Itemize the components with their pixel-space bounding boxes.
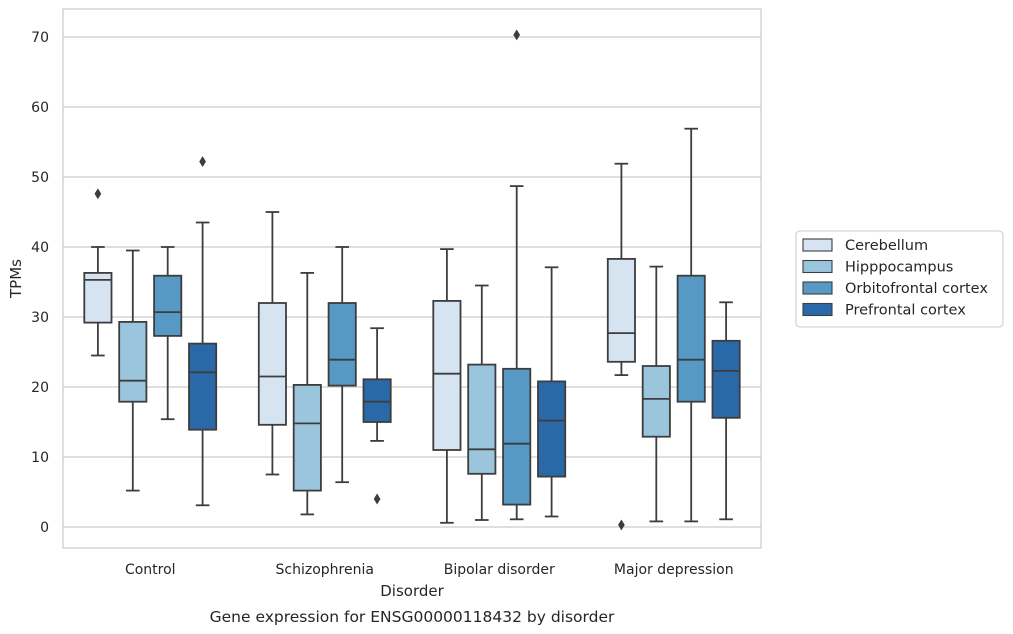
legend-label: Cerebellum: [845, 238, 928, 254]
box-iqr: [641, 365, 671, 438]
box-control-prefrontal-cortex: [188, 156, 218, 507]
box-control-cerebellum: [83, 188, 113, 357]
legend-swatch: [802, 259, 833, 274]
box-major-depression-hipppocampus: [641, 265, 671, 523]
x-axis-ticks: Control Schizophrenia Bipolar disorder Majo…: [125, 562, 734, 578]
box-major-depression-orbitofrontal-cortex: [676, 127, 706, 523]
x-axis-label: Disorder: [380, 582, 444, 600]
legend: Cerebellum Hipppocampus Orbitofrontal cort…: [795, 230, 1004, 328]
box-iqr: [292, 383, 322, 492]
chart-caption: Gene expression for ENSG00000118432 by d…: [210, 608, 615, 626]
legend-frame: [795, 230, 1004, 328]
legend-swatch: [802, 302, 833, 317]
y-tick-label: 10: [31, 450, 49, 466]
legend-swatch: [802, 281, 833, 295]
y-tick-label: 0: [40, 520, 49, 536]
box-schizophrenia-orbitofrontal-cortex: [327, 246, 357, 484]
legend-swatch: [802, 238, 833, 252]
box-bipolar-disorder-orbitofrontal-cortex: [502, 29, 532, 521]
outlier-point: [94, 188, 102, 200]
box-bipolar-disorder-cerebellum: [432, 248, 462, 524]
outlier-point: [373, 493, 381, 505]
box-schizophrenia-prefrontal-cortex: [362, 327, 392, 505]
box-bipolar-disorder-prefrontal-cortex: [537, 266, 567, 518]
x-tick-label: Major depression: [614, 562, 734, 578]
y-tick-label: 30: [31, 310, 49, 326]
x-tick-label: Schizophrenia: [276, 562, 374, 578]
x-tick-label: Control: [125, 562, 176, 578]
box-schizophrenia-cerebellum: [257, 211, 287, 476]
box-iqr: [153, 274, 183, 337]
outlier-point: [199, 156, 206, 168]
box-iqr: [362, 378, 392, 423]
y-tick-label: 70: [31, 30, 49, 46]
box-iqr: [676, 274, 706, 403]
box-iqr: [432, 299, 462, 451]
legend-label: Prefrontal cortex: [845, 303, 966, 319]
y-tick-label: 60: [31, 100, 49, 116]
y-tick-label: 50: [31, 170, 49, 186]
plot-frame: [62, 8, 762, 549]
box-iqr: [537, 380, 567, 478]
box-iqr: [257, 302, 287, 426]
outlier-point: [618, 519, 625, 531]
box-iqr: [467, 363, 497, 475]
box-bipolar-disorder-hipppocampus: [467, 284, 497, 521]
box-iqr: [711, 339, 741, 419]
box-iqr: [83, 271, 113, 324]
box-control-orbitofrontal-cortex: [153, 246, 183, 421]
box-iqr: [188, 342, 218, 431]
box-iqr: [118, 320, 148, 403]
y-axis-ticks: 0 10 20 30 40 50 60 70: [31, 30, 49, 536]
legend-label: Orbitofrontal cortex: [845, 281, 988, 297]
box-schizophrenia-hipppocampus: [292, 271, 322, 516]
outlier-point: [513, 29, 521, 41]
y-axis-label: TPMs: [7, 259, 25, 299]
legend-label: Hipppocampus: [845, 260, 953, 276]
box-major-depression-prefrontal-cortex: [711, 301, 741, 521]
box-iqr: [606, 257, 636, 363]
boxplots: [83, 29, 741, 531]
box-iqr: [327, 302, 357, 387]
box-iqr: [502, 367, 532, 506]
box-major-depression-cerebellum: [606, 162, 636, 531]
y-tick-label: 40: [31, 240, 49, 256]
x-tick-label: Bipolar disorder: [444, 562, 555, 578]
y-tick-label: 20: [31, 380, 49, 396]
box-control-hipppocampus: [118, 249, 148, 492]
